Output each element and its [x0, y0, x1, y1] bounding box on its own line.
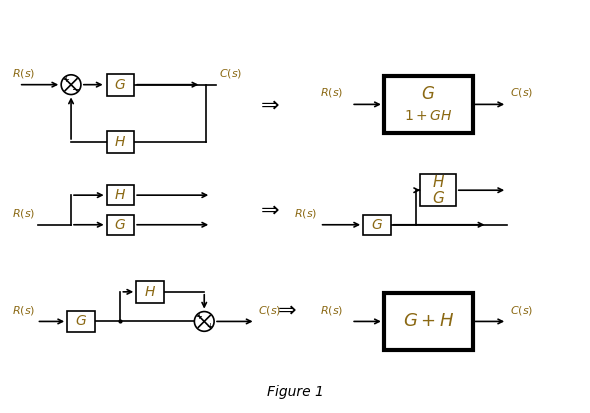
Bar	[420, 174, 456, 206]
Text: $\Rightarrow$: $\Rightarrow$	[257, 95, 280, 114]
Bar	[67, 311, 95, 332]
Text: +: +	[206, 323, 213, 331]
Text: $\Rightarrow$: $\Rightarrow$	[257, 200, 280, 220]
Bar	[107, 215, 134, 235]
Text: $G$: $G$	[114, 78, 126, 92]
Text: $H$: $H$	[431, 174, 445, 190]
Bar	[107, 131, 134, 153]
Bar	[136, 281, 164, 303]
Text: $R(s)$: $R(s)$	[12, 304, 35, 316]
Circle shape	[194, 311, 214, 331]
Text: $C(s)$: $C(s)$	[510, 304, 533, 316]
Text: $G$: $G$	[371, 218, 383, 232]
Text: +: +	[62, 75, 69, 84]
Text: $C(s)$: $C(s)$	[510, 86, 533, 100]
Text: $R(s)$: $R(s)$	[294, 207, 317, 220]
Text: $G$: $G$	[114, 218, 126, 232]
Bar	[363, 215, 391, 235]
Bar	[107, 74, 134, 95]
Text: $H$: $H$	[144, 285, 156, 299]
Text: $H$: $H$	[114, 188, 126, 202]
Bar	[384, 76, 473, 133]
Text: $G$: $G$	[421, 85, 435, 102]
Bar	[107, 185, 134, 205]
Text: +: +	[195, 311, 202, 320]
Bar	[384, 293, 473, 350]
Text: $R(s)$: $R(s)$	[320, 86, 343, 100]
Text: $G$: $G$	[75, 314, 87, 328]
Text: $C(s)$: $C(s)$	[219, 67, 242, 80]
Text: $\Rightarrow$: $\Rightarrow$	[273, 299, 297, 320]
Text: $G+H$: $G+H$	[402, 312, 454, 330]
Text: $G$: $G$	[431, 190, 445, 206]
Text: −: −	[73, 85, 81, 95]
Text: $R(s)$: $R(s)$	[12, 207, 35, 220]
Text: Figure 1: Figure 1	[267, 385, 323, 399]
Text: $H$: $H$	[114, 135, 126, 149]
Circle shape	[61, 75, 81, 95]
Text: $R(s)$: $R(s)$	[320, 304, 343, 316]
Text: $C(s)$: $C(s)$	[258, 304, 282, 316]
Text: $R(s)$: $R(s)$	[12, 67, 35, 80]
Text: $1+GH$: $1+GH$	[404, 109, 453, 123]
